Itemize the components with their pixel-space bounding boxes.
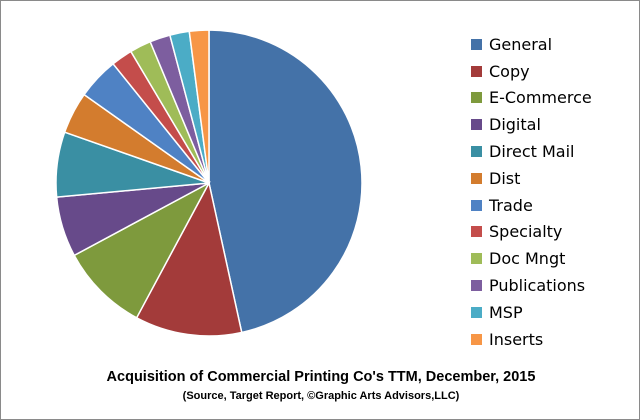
legend-item: Digital	[471, 111, 636, 138]
legend-label: Publications	[489, 276, 586, 296]
legend-label: Inserts	[489, 329, 544, 349]
legend-swatch	[471, 253, 482, 265]
legend-item: Trade	[471, 192, 636, 219]
legend-swatch	[471, 146, 482, 158]
pie-chart	[55, 29, 363, 337]
pie-slice-inserts	[188, 29, 210, 184]
legend-item: Copy	[471, 58, 636, 85]
legend-item: Inserts	[471, 326, 636, 353]
legend-swatch	[471, 306, 482, 318]
legend-swatch	[471, 92, 482, 104]
pie-slice-general	[208, 29, 363, 334]
legend-item: MSP	[471, 299, 636, 326]
legend-swatch	[471, 226, 482, 238]
legend-item: Publications	[471, 272, 636, 299]
legend-label: Trade	[489, 195, 533, 215]
legend-swatch	[471, 38, 482, 50]
legend-swatch	[471, 333, 482, 345]
legend-label: Doc Mngt	[489, 249, 566, 269]
legend-label: General	[489, 34, 553, 54]
legend-swatch	[471, 65, 482, 77]
legend-label: E-Commerce	[489, 88, 592, 108]
legend-item: Dist	[471, 165, 636, 192]
legend-label: Digital	[489, 115, 541, 135]
legend-label: Copy	[489, 61, 530, 81]
legend-label: Direct Mail	[489, 142, 575, 162]
legend-swatch	[471, 199, 482, 211]
chart-subtitle: (Source, Target Report, ©Graphic Arts Ad…	[182, 390, 460, 402]
legend-item: Specialty	[471, 219, 636, 246]
legend-item: E-Commerce	[471, 85, 636, 112]
pie-slice-copy	[135, 180, 243, 337]
legend-swatch	[471, 172, 482, 184]
legend-item: Doc Mngt	[471, 245, 636, 272]
legend-swatch	[471, 280, 482, 292]
legend-item: General	[471, 31, 636, 58]
legend-item: Direct Mail	[471, 138, 636, 165]
pie-slice-e-commerce	[73, 181, 211, 319]
legend: General Copy E-Commerce Digital Direct Mail D…	[471, 31, 636, 353]
legend-swatch	[471, 119, 482, 131]
legend-label: MSP	[489, 302, 523, 322]
chart-title: Acquisition of Commercial Printing Co's …	[106, 369, 536, 385]
legend-label: Specialty	[489, 222, 563, 242]
legend-label: Dist	[489, 168, 521, 188]
